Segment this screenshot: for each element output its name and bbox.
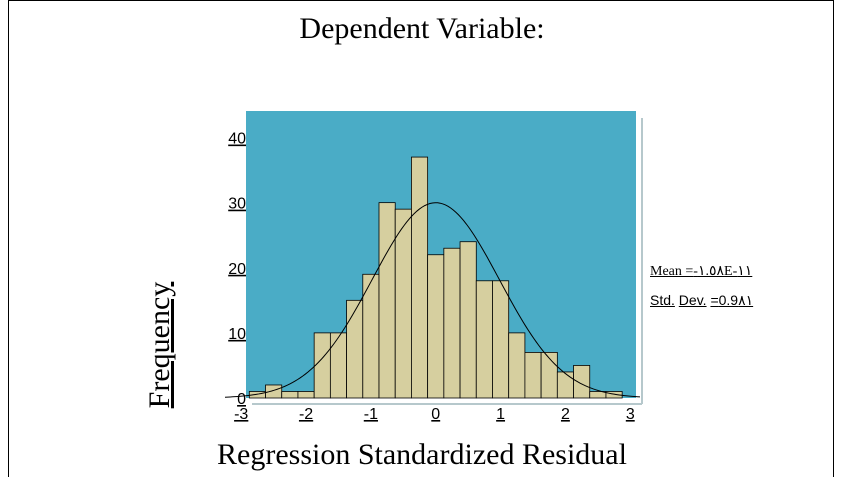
histogram-bar	[443, 247, 461, 399]
histogram-bar	[411, 156, 429, 399]
x-tick-label: 1	[496, 406, 505, 423]
histogram-bar	[394, 208, 412, 399]
histogram-bar	[540, 352, 558, 399]
stats-box: Mean =-١.٥٨E-١١ Std. Dev. =0.9٨١	[650, 258, 753, 314]
y-tick-label: 20	[228, 261, 246, 278]
histogram-bar	[573, 365, 591, 399]
y-tick-label: 0	[237, 391, 246, 408]
y-tick-label: 10	[228, 326, 246, 343]
histogram-bar	[475, 280, 493, 399]
std-number: 0.9٨١	[718, 292, 754, 308]
x-tick-label: -3	[234, 406, 248, 423]
x-tick-label: -2	[299, 406, 313, 423]
mean-stat: Mean =-١.٥٨E-١١	[650, 258, 753, 286]
histogram-bar	[459, 241, 477, 399]
x-axis-label: Regression Standardized Residual	[217, 438, 627, 471]
std-label-1: Std.	[650, 292, 675, 308]
x-tick-label: 0	[431, 406, 440, 423]
histogram-bar	[492, 280, 510, 399]
y-axis-label: Frequency	[143, 281, 176, 409]
histogram-bar	[556, 371, 574, 399]
histogram-bar	[281, 391, 299, 399]
std-dev-stat: Std. Dev. =0.9٨١	[650, 286, 753, 314]
mean-label: Mean =	[650, 264, 694, 279]
histogram-bar	[508, 332, 526, 399]
histogram-bar	[346, 299, 364, 399]
x-tick-label: 3	[626, 406, 635, 423]
histogram-bar	[329, 332, 347, 399]
histogram-bar	[297, 391, 315, 399]
y-tick-label: 30	[228, 196, 246, 213]
chart-title: Dependent Variable:	[299, 12, 545, 45]
std-value: =0.9٨١	[710, 292, 753, 308]
x-tick-label: -1	[364, 406, 378, 423]
std-label-2: Dev.	[678, 292, 707, 308]
histogram-bar	[313, 332, 331, 399]
histogram-bar	[524, 352, 542, 399]
histogram-bar	[605, 391, 623, 399]
std-eq: =	[710, 292, 719, 308]
histogram-bar	[427, 254, 445, 399]
normal-curve	[224, 202, 641, 398]
mean-value: -١.٥٨E-١١	[693, 264, 753, 279]
histogram-bar	[378, 202, 396, 399]
x-tick-label: 2	[561, 406, 570, 423]
y-tick-label: 40	[228, 131, 246, 148]
chart-frame	[8, 0, 834, 477]
